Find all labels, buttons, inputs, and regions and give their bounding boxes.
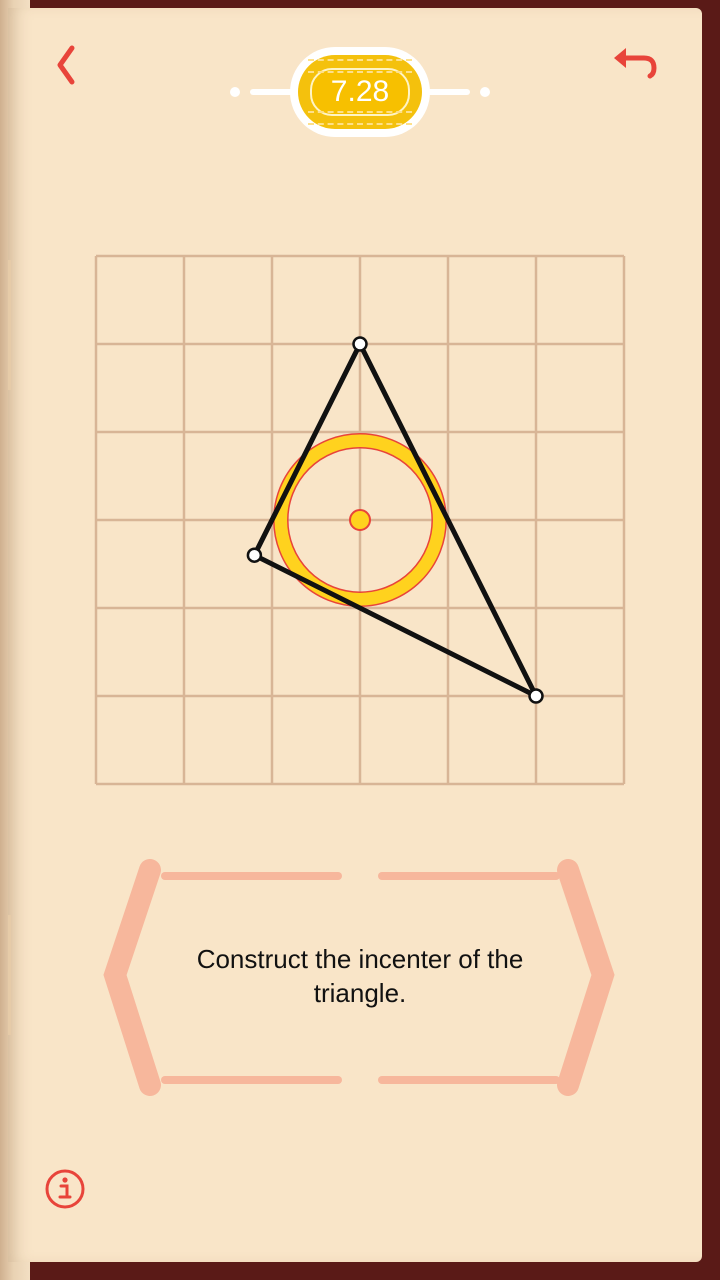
back-button[interactable]: [46, 40, 86, 90]
triangle-vertex[interactable]: [246, 547, 263, 563]
decorative-fret: [308, 59, 412, 73]
rail-dot-left: [230, 87, 240, 97]
chevron-left-icon: [57, 45, 75, 85]
undo-button[interactable]: [606, 40, 660, 90]
incircle: [273, 433, 447, 607]
triangle-vertex[interactable]: [352, 336, 368, 352]
score-badge: 7.28: [290, 47, 430, 137]
decorative-fret: [308, 111, 412, 125]
incircle-outline-inner: [287, 447, 433, 593]
rail-dot-right: [480, 87, 490, 97]
rail-right: [420, 89, 470, 95]
triangle-side: [357, 341, 539, 699]
info-icon: [45, 1169, 85, 1209]
incenter-point[interactable]: [349, 509, 371, 531]
instruction-text: Construct the incenter of the triangle.: [196, 944, 524, 1008]
score-value: 7.28: [310, 68, 410, 116]
undo-icon: [614, 48, 657, 79]
page-edge-mark: [8, 260, 11, 390]
rail-left: [250, 89, 300, 95]
page-edge-mark: [8, 915, 11, 1035]
triangle-side: [251, 341, 363, 558]
triangle-side: [251, 552, 539, 699]
triangle-vertex[interactable]: [528, 688, 544, 704]
score-medallion: 7.28: [298, 55, 422, 129]
info-button[interactable]: [42, 1166, 88, 1212]
